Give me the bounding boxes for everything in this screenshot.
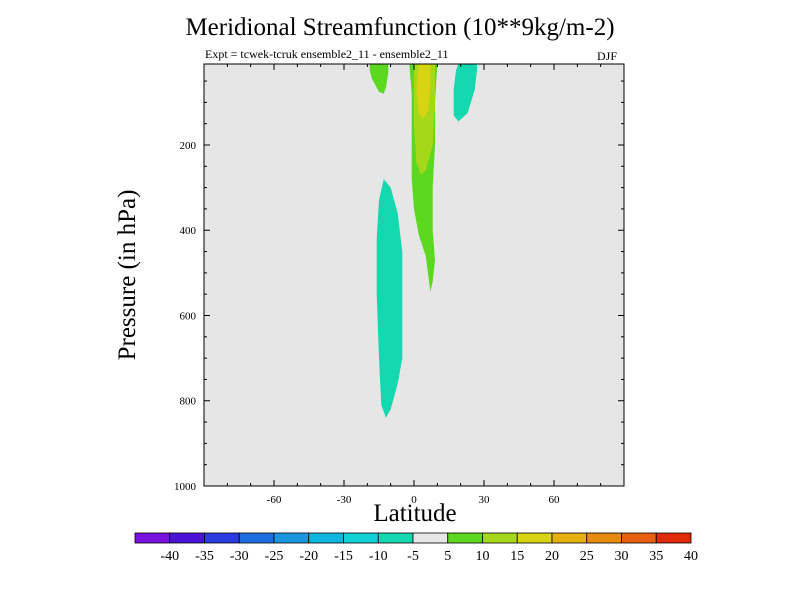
colorbar-label: -25 [265,549,284,564]
y-tick-label: 200 [180,140,197,152]
contour-negative-cell-northern-upper [453,64,477,122]
colorbar-swatch [343,532,379,544]
colorbar-label: -40 [160,549,179,564]
contour-negative-cell-southern-deep [376,179,403,418]
colorbar-swatch [621,532,657,544]
colorbar-label: 15 [510,549,524,564]
colorbar-swatch [482,532,518,544]
colorbar-label: 35 [649,549,663,564]
colorbar-swatch [447,532,483,544]
colorbar-swatch [412,532,449,544]
contour-layer [204,64,624,486]
colorbar-label: 25 [580,549,594,564]
colorbar-swatch [308,532,344,544]
colorbar-label: -15 [334,549,353,564]
colorbar-swatch [655,532,692,544]
chart-title: Meridional Streamfunction (10**9kg/m-2) [185,14,615,41]
colorbar-swatch [516,532,553,544]
x-tick-label: 60 [549,494,561,506]
colorbar-swatch [204,532,240,544]
colorbar-label: -5 [407,549,419,564]
contour-positive-cell-southern-upper [369,64,389,94]
y-tick-label: 400 [180,225,197,237]
y-tick-label: 800 [180,396,197,408]
y-axis-label: Pressure (in hPa) [114,189,141,361]
colorbar-swatch [273,532,310,544]
colorbar-label: 20 [545,549,559,564]
colorbar-swatch [377,532,414,544]
colorbar-label: -30 [230,549,249,564]
x-tick-label: 30 [479,494,491,506]
colorbar-label: -35 [195,549,214,564]
colorbar-label: -20 [299,549,318,564]
y-tick-label: 600 [180,310,197,322]
season-label: DJF [597,49,618,63]
axes-layer: -60 -30 0 30 60 200 400 600 800 1000 [174,63,625,506]
x-tick-label: -30 [337,494,352,506]
contour-positive-cell-equatorial-peak [416,64,431,120]
y-tick-label: 1000 [174,481,197,493]
colorbar-swatch [586,532,622,544]
colorbar-label: 40 [684,549,698,564]
x-tick-label: 0 [411,494,417,506]
colorbar-swatch [551,532,588,544]
colorbar-swatch [169,532,205,544]
colorbar-label: 5 [444,549,451,564]
colorbar-swatch [238,532,275,544]
colorbar-label: 30 [615,549,629,564]
colorbar-label: -10 [369,549,388,564]
x-axis-label: Latitude [373,500,457,527]
experiment-subtitle: Expt = tcwek-tcruk ensemble2_11 - ensemb… [205,47,449,61]
x-tick-label: -60 [267,494,282,506]
colorbar-swatch [134,532,171,544]
colorbar: -40 -35 -30 -25 -20 -15 -10 -5 5 10 15 20 25 30 35 40 [134,532,698,564]
colorbar-label: 10 [476,549,490,564]
